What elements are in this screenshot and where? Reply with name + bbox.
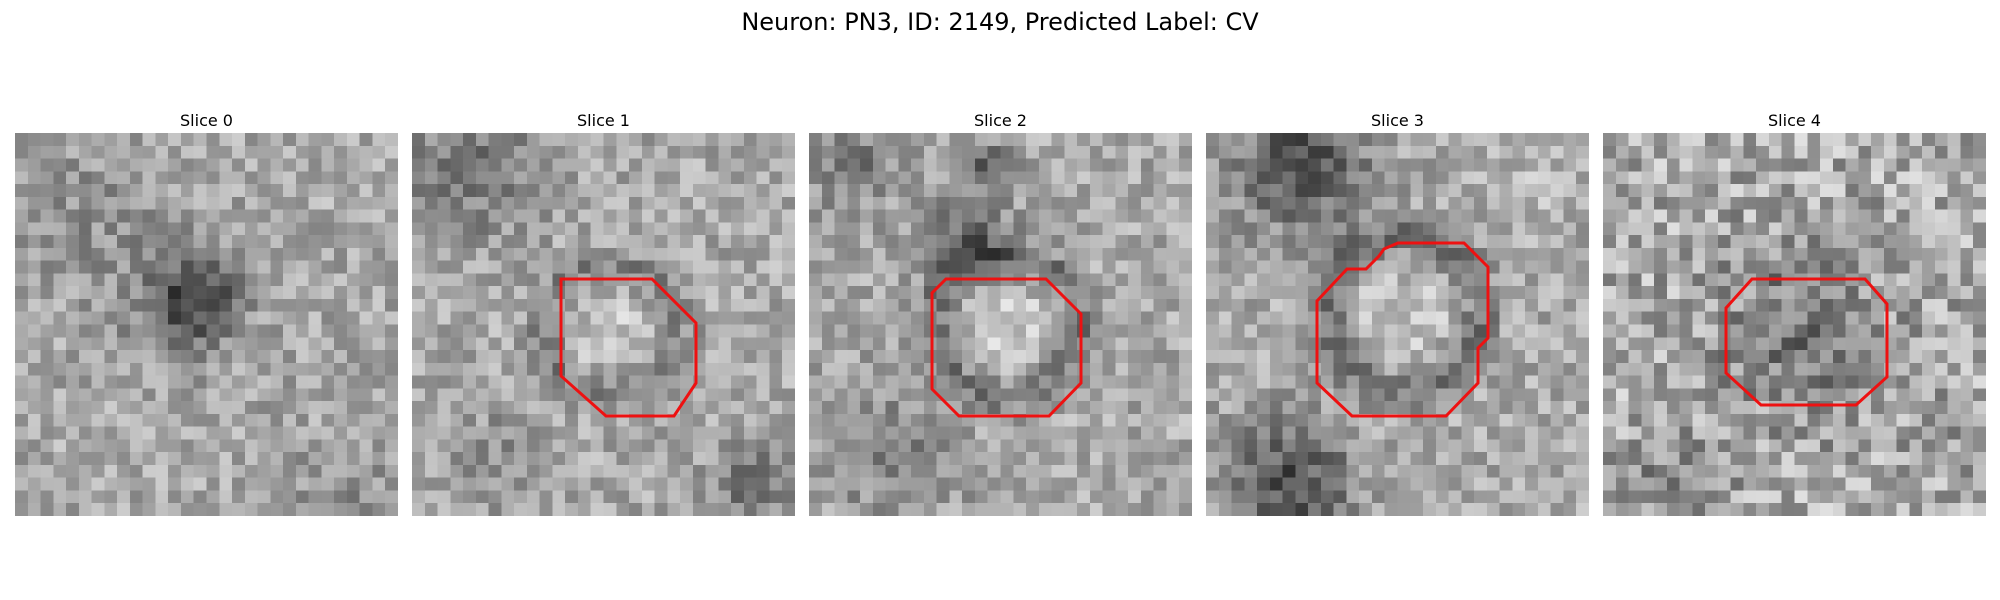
slice-title: Slice 3	[1371, 111, 1424, 130]
slice-image	[809, 133, 1192, 516]
slice-title: Slice 1	[577, 111, 630, 130]
slice-panel-2: Slice 2	[809, 110, 1192, 516]
slice-title: Slice 0	[180, 111, 233, 130]
segmentation-contour	[1315, 241, 1490, 418]
em-micrograph	[412, 133, 795, 516]
figure-title: Neuron: PN3, ID: 2149, Predicted Label: …	[741, 8, 1259, 36]
slice-panel-3: Slice 3	[1206, 110, 1589, 516]
slice-panel-1: Slice 1	[412, 110, 795, 516]
slice-image	[1206, 133, 1589, 516]
slice-image	[1603, 133, 1986, 516]
em-micrograph	[809, 133, 1192, 516]
segmentation-contour	[559, 277, 698, 418]
segmentation-contour	[1724, 277, 1889, 407]
segmentation-contour	[930, 277, 1083, 418]
em-micrograph	[15, 133, 398, 516]
slice-title: Slice 2	[974, 111, 1027, 130]
slice-image	[15, 133, 398, 516]
em-micrograph	[1603, 133, 1986, 516]
slice-title: Slice 4	[1768, 111, 1821, 130]
em-micrograph	[1206, 133, 1589, 516]
slice-panel-0: Slice 0	[15, 110, 398, 516]
slice-image	[412, 133, 795, 516]
slice-panel-4: Slice 4	[1603, 110, 1986, 516]
